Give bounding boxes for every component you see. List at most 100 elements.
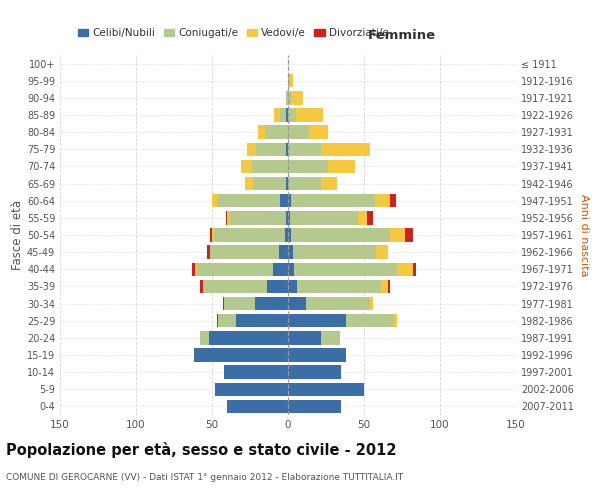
Bar <box>285 228 288 241</box>
Bar <box>370 297 373 310</box>
Bar <box>288 211 290 224</box>
Bar <box>322 331 340 344</box>
Bar <box>296 108 323 122</box>
Bar <box>381 280 388 293</box>
Bar <box>257 126 265 139</box>
Bar <box>288 314 346 328</box>
Bar <box>294 262 397 276</box>
Bar <box>374 194 390 207</box>
Bar <box>288 297 306 310</box>
Bar <box>280 108 286 122</box>
Bar <box>291 91 303 104</box>
Bar <box>358 211 367 224</box>
Bar <box>288 366 341 379</box>
Bar <box>288 228 291 241</box>
Bar <box>224 297 254 310</box>
Bar <box>273 262 288 276</box>
Y-axis label: Anni di nascita: Anni di nascita <box>579 194 589 276</box>
Bar <box>253 177 286 190</box>
Bar <box>288 91 291 104</box>
Bar <box>265 126 288 139</box>
Bar <box>388 280 390 293</box>
Bar <box>200 280 203 293</box>
Bar <box>290 74 293 88</box>
Bar <box>397 262 413 276</box>
Text: COMUNE DI GEROCARNE (VV) - Dati ISTAT 1° gennaio 2012 - Elaborazione TUTTITALIA.: COMUNE DI GEROCARNE (VV) - Dati ISTAT 1°… <box>6 472 403 482</box>
Bar <box>215 382 288 396</box>
Bar <box>288 108 296 122</box>
Bar <box>291 228 390 241</box>
Bar <box>291 194 374 207</box>
Y-axis label: Fasce di età: Fasce di età <box>11 200 24 270</box>
Bar <box>288 160 328 173</box>
Bar <box>230 211 286 224</box>
Bar <box>288 194 291 207</box>
Bar <box>288 400 341 413</box>
Bar <box>236 314 288 328</box>
Bar <box>322 177 337 190</box>
Bar <box>390 194 396 207</box>
Bar <box>209 331 288 344</box>
Bar <box>211 246 279 259</box>
Bar <box>254 297 288 310</box>
Legend: Celibi/Nubili, Coniugati/e, Vedovi/e, Divorziati/e: Celibi/Nubili, Coniugati/e, Vedovi/e, Di… <box>74 24 393 42</box>
Text: Femmine: Femmine <box>368 30 436 43</box>
Bar <box>286 108 288 122</box>
Bar <box>274 108 280 122</box>
Bar <box>288 262 294 276</box>
Bar <box>288 74 290 88</box>
Bar <box>367 211 373 224</box>
Bar <box>288 348 346 362</box>
Bar <box>197 262 273 276</box>
Bar <box>195 262 197 276</box>
Bar <box>309 126 328 139</box>
Bar <box>297 280 381 293</box>
Bar <box>241 160 251 173</box>
Bar <box>200 331 209 344</box>
Bar <box>218 314 236 328</box>
Bar <box>212 228 214 241</box>
Bar <box>394 314 397 328</box>
Text: Popolazione per età, sesso e stato civile - 2012: Popolazione per età, sesso e stato civil… <box>6 442 397 458</box>
Bar <box>192 262 195 276</box>
Bar <box>227 211 230 224</box>
Bar <box>214 228 285 241</box>
Bar <box>212 194 217 207</box>
Bar <box>286 211 288 224</box>
Bar <box>376 246 388 259</box>
Bar <box>208 246 211 259</box>
Bar <box>390 228 405 241</box>
Bar <box>306 297 370 310</box>
Bar <box>288 331 322 344</box>
Bar <box>286 177 288 190</box>
Bar <box>267 280 288 293</box>
Bar <box>286 142 288 156</box>
Bar <box>226 211 227 224</box>
Bar <box>288 177 322 190</box>
Bar <box>224 366 288 379</box>
Bar <box>288 126 309 139</box>
Bar <box>290 211 358 224</box>
Bar <box>293 246 376 259</box>
Bar <box>245 177 253 190</box>
Bar <box>227 400 288 413</box>
Bar <box>217 194 280 207</box>
Bar <box>256 142 286 156</box>
Bar <box>251 160 288 173</box>
Bar <box>413 262 416 276</box>
Bar <box>280 194 288 207</box>
Bar <box>346 314 394 328</box>
Bar <box>288 142 322 156</box>
Bar <box>328 160 355 173</box>
Bar <box>223 297 224 310</box>
Bar <box>279 246 288 259</box>
Bar <box>405 228 413 241</box>
Bar <box>288 280 297 293</box>
Bar <box>211 228 212 241</box>
Bar <box>322 142 370 156</box>
Bar <box>288 246 293 259</box>
Bar <box>194 348 288 362</box>
Bar <box>288 382 364 396</box>
Bar <box>247 142 256 156</box>
Bar <box>217 314 218 328</box>
